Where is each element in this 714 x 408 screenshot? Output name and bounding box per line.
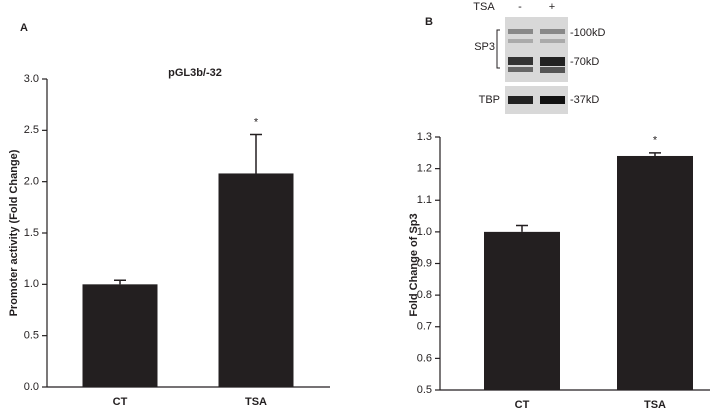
y-tick-label: 1.0 [417,226,432,238]
error-bar [649,152,661,156]
bar [484,231,560,390]
bar [617,155,693,390]
blot-marker: -37kD [570,94,599,106]
x-tick-label: TSA [644,399,666,408]
x-tick-label: CT [515,399,530,408]
blot-band-label: SP3 [474,41,495,53]
bar [82,284,158,387]
blot-marker: -100kD [570,27,606,39]
y-tick-label: 0.5 [417,384,432,396]
x-tick-label: CT [113,396,128,408]
y-tick-label: 2.5 [24,124,39,136]
chart-title: pGL3b/-32 [168,67,222,79]
blot-lane: + [549,1,555,13]
y-tick-label: 0.9 [417,257,432,269]
blot-image [496,17,568,114]
y-tick-label: 2.0 [24,176,39,188]
y-tick-label: 1.0 [24,278,39,290]
blot-lane: - [518,1,522,13]
blot-treatment: TSA [473,1,495,13]
y-tick-label: 0.7 [417,321,432,333]
panel-label: B [425,16,433,28]
annotation: * [254,116,259,128]
panel-label: A [20,22,28,34]
y-tick-label: 1.5 [24,227,39,239]
y-axis-label: Promoter activity (Fold Change) [8,149,20,316]
blot-marker: -70kD [570,56,599,68]
y-tick-label: 1.2 [417,163,432,175]
y-axis-label: Fold Change of Sp3 [408,213,420,316]
y-tick-label: 0.0 [24,381,39,393]
y-tick-label: 1.3 [417,131,432,143]
y-tick-label: 0.6 [417,352,432,364]
y-tick-label: 0.8 [417,289,432,301]
annotation: * [653,135,658,147]
y-tick-label: 1.1 [417,194,432,206]
y-tick-label: 0.5 [24,330,39,342]
error-bar [114,279,126,285]
error-bar [250,133,262,174]
blot-band-label: TBP [479,94,500,106]
error-bar [516,224,528,232]
bar [218,173,294,387]
y-tick-label: 3.0 [24,73,39,85]
x-tick-label: TSA [245,396,267,408]
